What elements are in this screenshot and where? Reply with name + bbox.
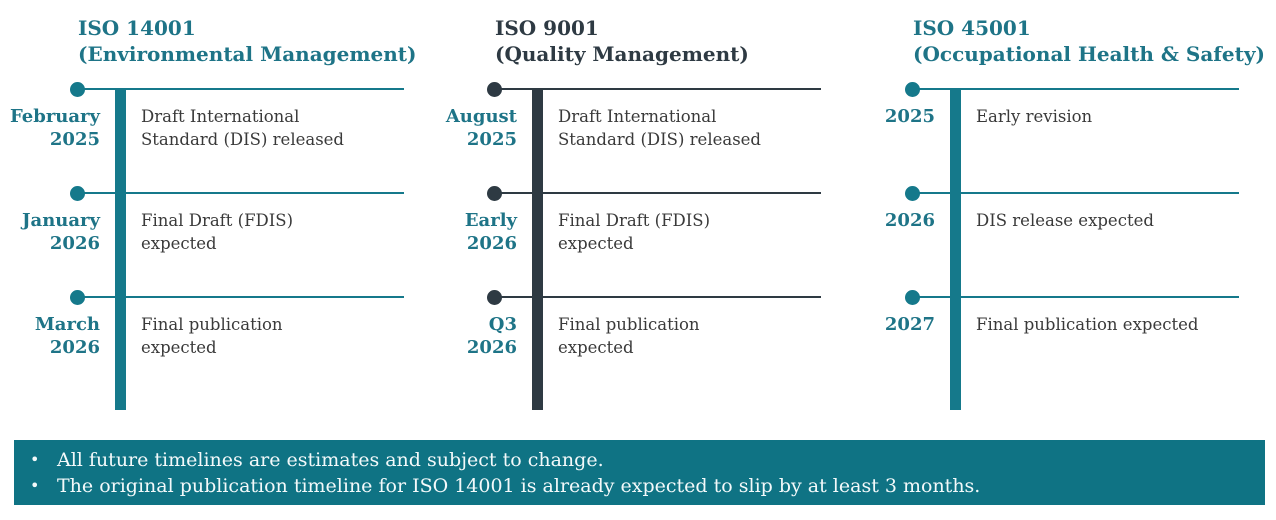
event-connector-line [495,88,821,90]
event-date: March 2026 [0,313,100,359]
timeline-title-line1: ISO 45001 [913,16,1031,40]
event-desc-line2: expected [558,338,634,357]
bullet-icon: • [30,450,40,469]
event-connector-line [913,192,1239,194]
event-date-line2: 2026 [49,337,100,358]
event-connector-line [913,296,1239,298]
event-date-line2: 2025 [49,129,100,150]
event-date-line1: February [9,106,100,127]
event-dot [905,82,920,97]
timeline-vertical-bar [950,88,961,410]
event-date-line2: 2026 [49,233,100,254]
event-description: Final publication expected [141,313,413,359]
event-connector-line [78,192,404,194]
event-date-line1: 2027 [884,314,935,335]
event-dot [487,186,502,201]
timeline-title-iso-14001: ISO 14001 (Environmental Management) [78,15,417,67]
event-description: DIS release expected [976,209,1248,232]
note-item: • The original publication timeline for … [14,473,1265,499]
event-description: Final publication expected [976,313,1248,336]
timeline-vertical-bar [115,88,126,410]
event-description: Draft International Standard (DIS) relea… [141,105,413,151]
event-dot [70,290,85,305]
event-desc-line2: Standard (DIS) released [558,130,761,149]
event-description: Early revision [976,105,1248,128]
event-date-line1: Early [464,210,517,231]
event-date: 2027 [823,313,935,336]
event-desc-line2: expected [141,234,217,253]
event-date-line2: 2025 [466,129,517,150]
event-date: 2025 [823,105,935,128]
event-description: Final publication expected [558,313,830,359]
event-desc-line1: Final publication [558,315,700,334]
event-connector-line [78,296,404,298]
event-desc-line1: Draft International [558,107,717,126]
event-dot [905,186,920,201]
event-date: February 2025 [0,105,100,151]
event-connector-line [78,88,404,90]
event-dot [70,186,85,201]
event-desc-line1: Final publication expected [976,315,1199,334]
note-item: • All future timelines are estimates and… [14,447,1265,473]
timeline-title-line1: ISO 9001 [495,16,599,40]
event-description: Draft International Standard (DIS) relea… [558,105,830,151]
event-date-line2: 2026 [466,233,517,254]
timeline-title-line2: (Quality Management) [495,42,749,66]
event-date-line1: 2025 [884,106,935,127]
event-desc-line1: Final Draft (FDIS) [141,211,294,230]
event-dot [487,82,502,97]
event-date: 2026 [823,209,935,232]
event-desc-line1: Early revision [976,107,1093,126]
event-dot [487,290,502,305]
event-date-line1: August [445,106,517,127]
event-connector-line [495,296,821,298]
timeline-title-iso-45001: ISO 45001 (Occupational Health & Safety) [913,15,1265,67]
timeline-title-line2: (Occupational Health & Safety) [913,42,1265,66]
event-desc-line2: expected [558,234,634,253]
event-connector-line [913,88,1239,90]
event-desc-line1: DIS release expected [976,211,1154,230]
event-description: Final Draft (FDIS) expected [558,209,830,255]
timeline-iso-45001: ISO 45001 (Occupational Health & Safety)… [835,0,1265,438]
event-date-line1: Q3 [488,314,517,335]
timeline-title-iso-9001: ISO 9001 (Quality Management) [495,15,749,67]
notes-banner: • All future timelines are estimates and… [14,440,1265,505]
timeline-title-line1: ISO 14001 [78,16,196,40]
event-description: Final Draft (FDIS) expected [141,209,413,255]
event-date-line1: 2026 [884,210,935,231]
event-date-line2: 2026 [466,337,517,358]
event-desc-line1: Final publication [141,315,283,334]
event-dot [905,290,920,305]
event-dot [70,82,85,97]
bullet-icon: • [30,476,40,495]
note-text: The original publication timeline for IS… [57,475,981,497]
note-text: All future timelines are estimates and s… [57,449,604,471]
event-date: August 2025 [405,105,517,151]
event-desc-line1: Draft International [141,107,300,126]
event-date: Q3 2026 [405,313,517,359]
event-date-line1: January [22,210,100,231]
timeline-iso-9001: ISO 9001 (Quality Management) August 202… [417,0,837,438]
timeline-vertical-bar [532,88,543,410]
event-date: Early 2026 [405,209,517,255]
event-date: January 2026 [0,209,100,255]
event-date-line1: March [34,314,100,335]
timeline-title-line2: (Environmental Management) [78,42,417,66]
timeline-iso-14001: ISO 14001 (Environmental Management) Feb… [0,0,420,438]
event-desc-line1: Final Draft (FDIS) [558,211,711,230]
event-desc-line2: Standard (DIS) released [141,130,344,149]
event-connector-line [495,192,821,194]
event-desc-line2: expected [141,338,217,357]
